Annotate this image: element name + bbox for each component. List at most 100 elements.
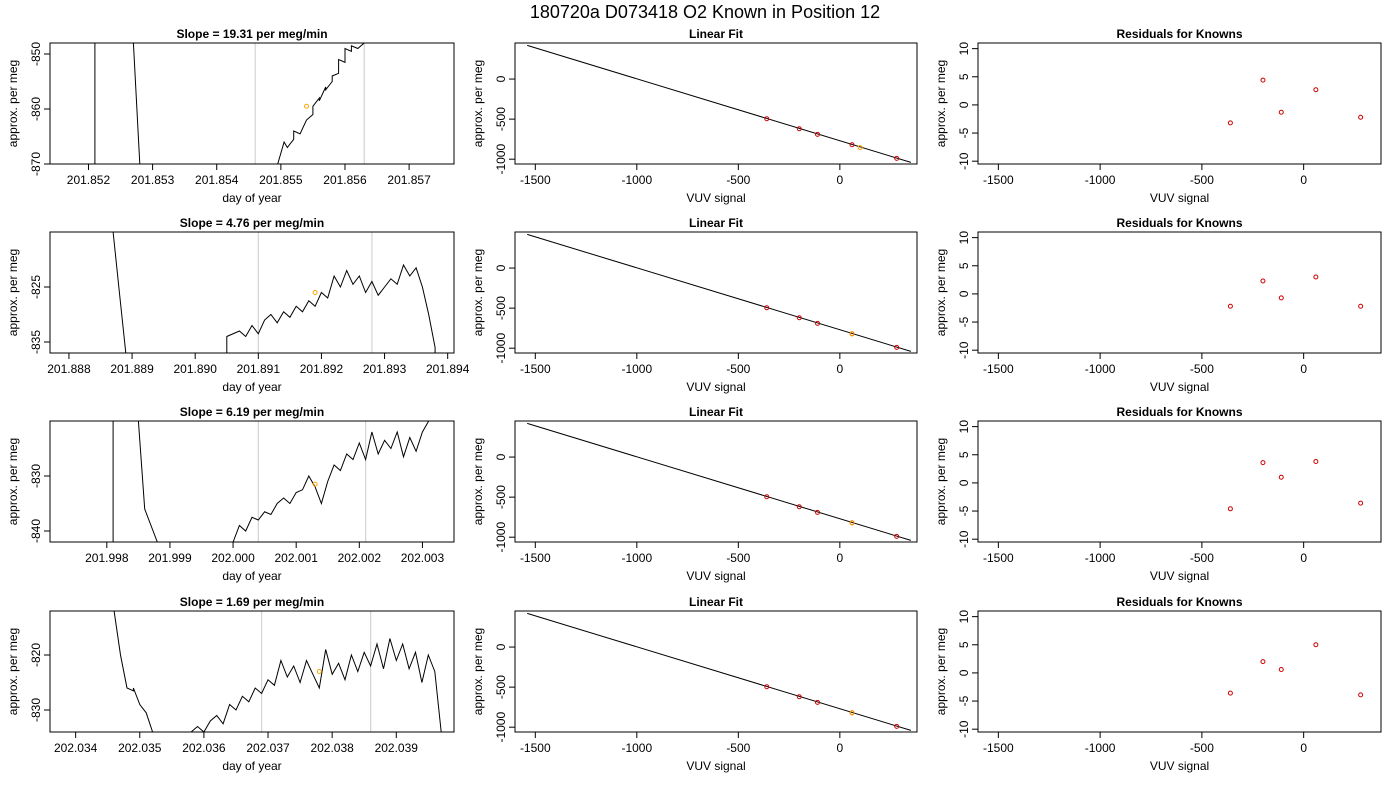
data-point bbox=[1313, 274, 1319, 280]
x-tick-label: -1500 bbox=[520, 551, 551, 565]
data-point bbox=[894, 533, 900, 539]
y-axis-title: approx. per meg bbox=[6, 438, 20, 525]
x-tick-label: 202.000 bbox=[211, 551, 255, 565]
x-tick-label: 201.891 bbox=[237, 362, 281, 376]
x-tick-label: 201.999 bbox=[148, 551, 192, 565]
plot-data bbox=[1227, 274, 1364, 309]
panel-title: Slope = 4.76 per meg/min bbox=[180, 216, 324, 230]
data-point bbox=[1358, 692, 1364, 698]
plot-data bbox=[527, 612, 912, 731]
fit-line bbox=[527, 44, 912, 163]
x-tick-label: 201.889 bbox=[110, 362, 154, 376]
plot-box bbox=[514, 420, 918, 543]
x-tick-label: 202.034 bbox=[54, 741, 98, 755]
sample-marker bbox=[849, 520, 855, 526]
panel-title: Residuals for Knowns bbox=[1116, 27, 1242, 41]
chart-panel-11: Linear Fit -1500 -1000 -500 0 -1000 -500 0 VUV s… bbox=[471, 595, 918, 773]
x-tick-label: -500 bbox=[726, 741, 750, 755]
x-tick-label: 201.890 bbox=[173, 362, 217, 376]
y-tick-label: -10 bbox=[957, 720, 971, 738]
x-tick-label: 0 bbox=[837, 741, 844, 755]
plot-data bbox=[1227, 459, 1364, 512]
data-point bbox=[1260, 460, 1266, 466]
sample-marker bbox=[849, 710, 855, 716]
sample-marker bbox=[312, 290, 318, 295]
data-point bbox=[764, 116, 770, 122]
plot-box bbox=[49, 420, 455, 543]
data-point bbox=[815, 320, 821, 326]
data-point bbox=[1313, 87, 1319, 93]
plot-data bbox=[112, 421, 430, 542]
x-tick-label: 201.893 bbox=[363, 362, 407, 376]
y-tick-label: -500 bbox=[494, 296, 508, 320]
x-tick-label: -500 bbox=[1190, 741, 1214, 755]
data-point bbox=[1260, 278, 1266, 284]
panel-title: Linear Fit bbox=[689, 595, 743, 609]
data-point bbox=[815, 509, 821, 515]
plot-data bbox=[1227, 77, 1364, 126]
x-axis-title: VUV signal bbox=[686, 380, 745, 394]
x-tick-label: -1500 bbox=[520, 362, 551, 376]
panel-title: Slope = 1.69 per meg/min bbox=[180, 595, 324, 609]
y-tick-label: 0 bbox=[494, 643, 508, 650]
x-tick-label: 202.035 bbox=[118, 741, 162, 755]
x-tick-label: 201.892 bbox=[300, 362, 344, 376]
x-tick-label: 0 bbox=[1300, 741, 1307, 755]
plot-data bbox=[527, 422, 912, 541]
data-point bbox=[1313, 642, 1319, 648]
x-tick-label: -1500 bbox=[520, 173, 551, 187]
x-axis-title: VUV signal bbox=[686, 569, 745, 583]
chart-panel-8: Linear Fit -1500 -1000 -500 0 -1000 -500 0 VUV s… bbox=[471, 405, 918, 583]
x-axis-title: day of year bbox=[222, 191, 281, 205]
y-tick-label: 5 bbox=[957, 262, 971, 269]
plot-box bbox=[49, 231, 455, 354]
x-tick-label: 202.037 bbox=[246, 741, 290, 755]
y-axis-title: approx. per meg bbox=[934, 249, 948, 336]
y-tick-label: -850 bbox=[29, 42, 43, 66]
y-tick-label: 0 bbox=[957, 669, 971, 676]
data-point bbox=[849, 142, 855, 148]
plot-box bbox=[49, 42, 455, 165]
x-tick-label: -1000 bbox=[1085, 173, 1116, 187]
sample-marker bbox=[312, 481, 318, 487]
plot-box bbox=[514, 231, 918, 354]
x-tick-label: -1000 bbox=[621, 551, 652, 565]
panel-title: Slope = 6.19 per meg/min bbox=[180, 405, 324, 419]
plot-box bbox=[977, 610, 1382, 733]
x-tick-label: 202.039 bbox=[375, 741, 419, 755]
y-axis-title: approx. per meg bbox=[934, 60, 948, 147]
y-tick-label: -5 bbox=[957, 695, 971, 706]
plot-box bbox=[977, 231, 1382, 354]
chart-panel-5: Linear Fit -1500 -1000 -500 0 -1000 -500 0 VUV s… bbox=[471, 216, 918, 394]
x-tick-label: -1000 bbox=[1085, 551, 1116, 565]
x-tick-label: -500 bbox=[726, 362, 750, 376]
plot-data bbox=[113, 611, 442, 732]
data-point bbox=[1227, 690, 1233, 696]
series-line-3 bbox=[232, 421, 430, 542]
y-tick-label: 10 bbox=[957, 42, 971, 56]
panel-title: Linear Fit bbox=[689, 405, 743, 419]
x-tick-label: -500 bbox=[1190, 362, 1214, 376]
chart-panel-9: Residuals for Knowns -1500 -1000 -500 0 -10 -5… bbox=[934, 405, 1382, 583]
x-tick-label: 201.856 bbox=[323, 173, 367, 187]
x-tick-label: 0 bbox=[1300, 551, 1307, 565]
y-tick-label: 0 bbox=[494, 75, 508, 82]
y-tick-label: -825 bbox=[29, 275, 43, 299]
data-point bbox=[796, 126, 802, 132]
fit-line bbox=[527, 422, 912, 541]
data-point bbox=[1227, 303, 1233, 309]
data-point bbox=[1227, 506, 1233, 512]
y-tick-label: -1000 bbox=[494, 712, 508, 743]
x-axis-title: VUV signal bbox=[686, 759, 745, 773]
y-tick-label: -840 bbox=[29, 519, 43, 543]
data-point bbox=[1260, 659, 1266, 665]
chart-panel-3: Residuals for Knowns -1500 -1000 -500 0 -10 -5… bbox=[934, 27, 1382, 205]
y-tick-label: -10 bbox=[957, 152, 971, 170]
x-axis-title: VUV signal bbox=[1150, 191, 1209, 205]
chart-panel-7: Slope = 6.19 per meg/min 201.998 201.999 20… bbox=[6, 405, 455, 583]
x-axis-title: day of year bbox=[222, 569, 281, 583]
x-tick-label: 202.003 bbox=[401, 551, 445, 565]
data-point bbox=[796, 504, 802, 510]
sample-marker bbox=[857, 145, 863, 151]
